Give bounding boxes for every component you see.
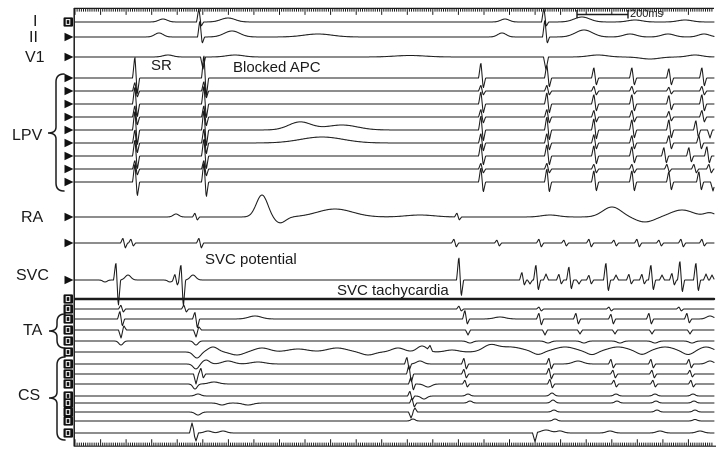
channel-label-lpv: LPV	[12, 127, 43, 144]
trace-cs7	[74, 418, 715, 422]
arrow-marker-icon-lpv8	[64, 164, 74, 174]
box-marker-glyph-ta3	[65, 338, 71, 344]
trace-cs8	[74, 422, 715, 443]
box-marker-icon-ta1	[63, 314, 73, 324]
trace-i	[74, 7, 715, 27]
channel-label-lead-ii: II	[29, 29, 38, 46]
box-marker-glyph-cs6	[65, 409, 71, 415]
trace-cs1	[74, 357, 715, 371]
box-marker-icon-cs5	[63, 398, 73, 408]
channel-label-svc: SVC	[16, 267, 49, 284]
trace-lpv7	[74, 139, 715, 169]
trace-lpv4	[74, 105, 715, 127]
box-marker-icon-cs2	[63, 369, 73, 379]
box-marker-glyph-cs3	[65, 381, 71, 387]
arrow-marker-icon-lpv4	[64, 112, 74, 122]
box-marker-glyph-cs8	[65, 430, 71, 436]
trace-lpv2	[74, 81, 715, 99]
arrow-marker-icon-svc	[64, 275, 74, 285]
trace-unlabeled-3	[74, 343, 715, 359]
annotation-blocked-apc: Blocked APC	[233, 59, 321, 76]
arrow-marker-icon-lpv5	[64, 125, 74, 135]
trace-lpv8	[74, 160, 715, 177]
box-marker-icon-ta3	[63, 336, 73, 346]
box-marker-glyph-cs5	[65, 400, 71, 406]
arrow-marker-icon-ii	[64, 32, 74, 42]
channel-label-cs: CS	[18, 387, 41, 404]
box-marker-glyph-ta1	[65, 316, 71, 322]
scalebar-label: 200ms	[630, 8, 664, 20]
box-marker-glyph-unlabeled-3	[65, 349, 71, 355]
arrow-marker-icon-v1	[64, 52, 74, 62]
arrow-marker-icon-lpv7	[64, 151, 74, 161]
trace-ra	[74, 194, 715, 224]
arrow-marker-icon-lpv6	[64, 138, 74, 148]
box-marker-glyph-unlabeled-2	[65, 306, 71, 312]
bracket-ta	[48, 313, 66, 349]
box-marker-icon-cs3	[63, 379, 73, 389]
bottom-time-ruler	[74, 439, 713, 446]
box-marker-icon-ta2	[63, 325, 73, 335]
box-marker-glyph-i	[65, 19, 71, 25]
trace-lpv6	[74, 128, 715, 155]
box-marker-glyph-separator	[65, 296, 71, 302]
annotation-svc-tachycardia: SVC tachycardia	[337, 282, 449, 299]
box-marker-icon-cs7	[63, 416, 73, 426]
trace-unlabeled-1	[74, 237, 715, 249]
box-marker-icon-unlabeled-3	[63, 347, 73, 357]
top-time-ruler	[74, 8, 713, 15]
box-marker-icon-unlabeled-2	[63, 304, 73, 314]
trace-v1	[74, 54, 715, 71]
box-marker-glyph-cs7	[65, 418, 71, 424]
channel-label-v1: V1	[25, 49, 45, 66]
box-marker-icon-cs6	[63, 407, 73, 417]
arrow-marker-icon-lpv9	[64, 177, 74, 187]
trace-ta3	[74, 340, 715, 346]
box-marker-icon-i	[63, 17, 73, 27]
trace-lpv9	[74, 163, 715, 197]
trace-ta1	[74, 310, 715, 329]
box-marker-glyph-cs2	[65, 371, 71, 377]
trace-lpv3	[74, 86, 715, 118]
arrow-marker-icon-lpv3	[64, 99, 74, 109]
arrow-marker-icon-lpv1	[64, 73, 74, 83]
annotation-svc-potential: SVC potential	[205, 251, 297, 268]
trace-cs5	[74, 397, 715, 408]
trace-cs4	[74, 390, 715, 401]
arrow-marker-icon-lpv2	[64, 86, 74, 96]
channel-label-ra: RA	[21, 209, 44, 226]
trace-lpv5	[74, 110, 715, 146]
channel-label-lead-i: I	[33, 13, 38, 30]
trace-cs2	[74, 365, 715, 385]
trace-cs6	[74, 407, 715, 419]
bracket-cs	[48, 356, 66, 441]
trace-ii	[74, 20, 715, 44]
trace-unlabeled-2	[74, 304, 715, 313]
annotation-sr: SR	[151, 57, 172, 74]
arrow-marker-icon-unlabeled-1	[64, 238, 74, 248]
box-marker-icon-cs1	[63, 359, 73, 369]
bracket-lpv	[47, 73, 65, 192]
box-marker-glyph-ta2	[65, 327, 71, 333]
box-marker-icon-separator	[63, 294, 73, 304]
channel-label-ta: TA	[23, 322, 43, 339]
box-marker-icon-cs8	[63, 428, 73, 438]
trace-lpv1	[74, 55, 715, 96]
trace-ta2	[74, 325, 715, 339]
arrow-marker-icon-ra	[64, 212, 74, 222]
box-marker-glyph-cs1	[65, 361, 71, 367]
trace-cs3	[74, 377, 715, 391]
trace-svc	[74, 257, 715, 307]
